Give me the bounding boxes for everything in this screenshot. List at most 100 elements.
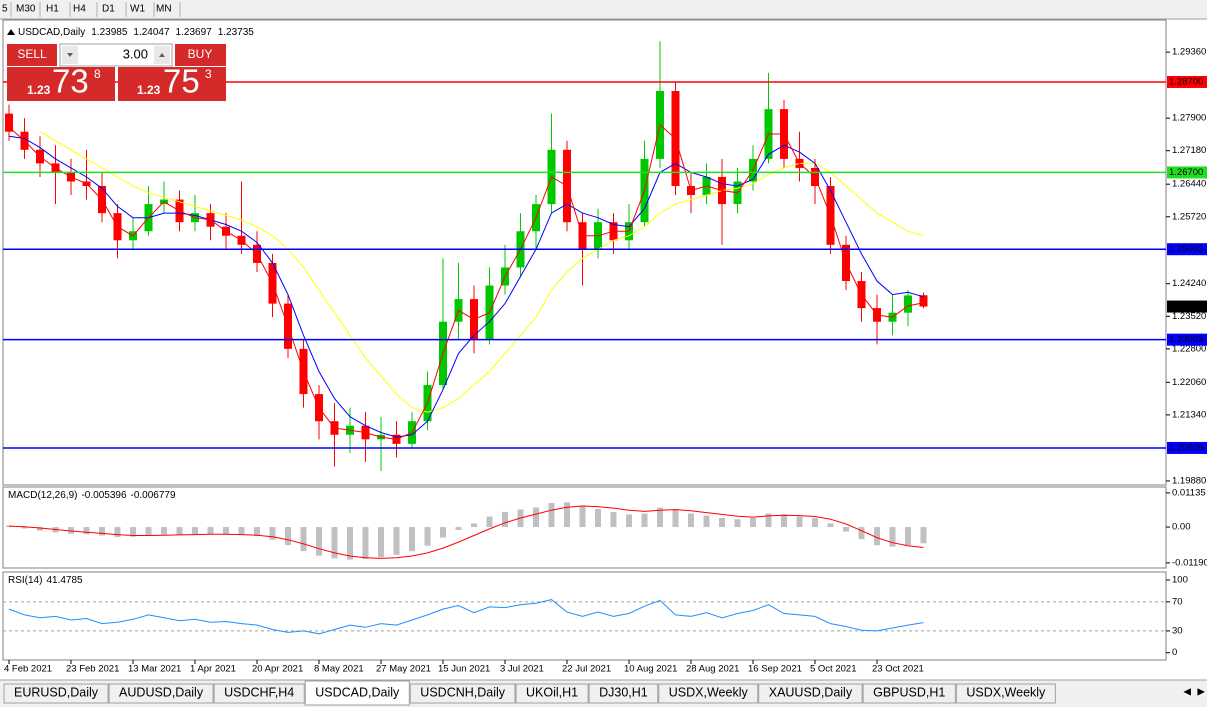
macd-bar [719,518,725,528]
y-tick-label: 1.21340 [1172,409,1206,420]
timeframe-button[interactable]: MN [156,4,172,15]
x-tick-label: 20 Apr 2021 [252,664,303,675]
chart-tab[interactable] [588,683,659,704]
chart-tab[interactable] [3,683,109,704]
macd-header: MACD(12,26,9) -0.005396 -0.006779 [8,490,176,501]
ohlc-open: 1.23985 [91,27,128,38]
ask-prefix: 1.23 [137,83,161,97]
macd-value: -0.005396 [81,490,126,501]
timeframe-button[interactable]: 5 [2,4,8,15]
y-tick-label: 0.01135 [1172,487,1206,498]
chart-tab-label: USDX,Weekly [966,685,1046,699]
macd-bar [440,527,446,538]
y-tick-label: 1.29360 [1172,47,1206,58]
macd-bar [734,519,741,528]
timeframe-button[interactable]: H4 [73,4,86,15]
chart-tab[interactable] [658,683,759,704]
lot-up-arrow [159,53,165,57]
y-tick-label: 1.24240 [1172,278,1206,289]
macd-bar [796,516,803,528]
macd-bar [145,527,152,536]
collapse-icon[interactable] [7,29,15,35]
macd-bar [362,527,369,559]
macd-bar [533,507,539,528]
macd-bar [316,527,322,556]
y-tick-label: 1.22800 [1172,343,1206,354]
macd-bar [874,527,880,546]
macd-bar [672,508,679,528]
macd-bar [486,516,493,528]
macd-bar [331,527,338,559]
current-price-label: 1.23735 [1169,301,1203,312]
x-tick-label: 8 May 2021 [314,664,364,675]
macd-bar [812,518,818,528]
bid-big: 73 [52,63,89,100]
y-tick-label: -0.01190 [1172,557,1207,568]
macd-bar [223,527,229,535]
macd-bar [68,527,74,534]
timeframe-button[interactable]: W1 [130,4,145,15]
bid-box[interactable] [7,67,115,101]
x-tick-label: 3 Jul 2021 [500,664,544,675]
timeframe-button[interactable]: M30 [16,4,36,15]
chart-tab[interactable] [515,683,589,704]
level-tag [1167,75,1207,88]
macd-bar [579,505,586,528]
x-tick-label: 4 Feb 2021 [4,664,52,675]
macd-bar [765,513,772,528]
moving-average [8,123,924,440]
y-tick-label: 1.27900 [1172,113,1206,124]
macd-bar [564,502,570,528]
candle-body [5,113,13,132]
price-tag [1167,300,1207,313]
buy-button[interactable] [175,44,226,66]
level-tag [1167,243,1207,256]
chart-tab[interactable] [108,683,214,704]
lot-input[interactable] [59,43,173,67]
timeframe-button[interactable]: H1 [46,4,59,15]
chart-tab[interactable] [758,683,863,704]
y-tick-label: 1.26440 [1172,179,1206,190]
level-label: 1.26700 [1169,167,1203,178]
macd-signal [8,505,924,559]
macd-bar [21,527,28,529]
chart-tab-label: XAUUSD,Daily [769,685,853,699]
chart-tab-label: EURUSD,Daily [14,685,99,699]
chart-tab[interactable] [213,683,305,704]
chart-tab[interactable] [862,683,956,704]
tab-scroll-left[interactable]: ◄ [1181,684,1193,698]
sell-button[interactable] [7,44,57,66]
ask-box[interactable] [118,67,226,101]
macd-bar [548,502,555,528]
chart-tab-label: USDCHF,H4 [224,685,294,699]
y-tick-label: 0 [1172,647,1177,658]
rsi-title: RSI(14) [8,575,42,586]
tab-scroll-right[interactable]: ► [1195,684,1207,698]
x-tick-label: 27 May 2021 [376,664,431,675]
y-tick-label: 100 [1172,575,1188,586]
y-tick-label: 1.23520 [1172,311,1206,322]
chart-tab-label: UKOil,H1 [526,685,578,699]
level-tag [1167,166,1207,179]
rsi-header: RSI(14) 41.4785 [8,575,83,586]
macd-bar [920,527,927,544]
macd-bar [99,527,105,536]
bid-small: 8 [94,67,101,81]
chart-tab[interactable] [409,683,516,704]
timeframe-button[interactable]: D1 [102,4,115,15]
macd-bar [37,527,43,531]
macd-bar [176,527,183,535]
candle-body [919,295,928,307]
macd-bar [300,527,307,552]
macd-bar [238,527,245,535]
macd-bar [641,513,648,528]
y-tick-label: 70 [1172,596,1183,607]
chart-tab[interactable] [955,683,1056,704]
chart-tab-label: AUDUSD,Daily [119,685,204,699]
macd-bar [889,527,896,547]
lot-value: 3.00 [123,46,148,61]
macd-bar [827,523,834,528]
chart-tab-label: USDX,Weekly [669,685,749,699]
chart-tab[interactable] [304,680,410,706]
